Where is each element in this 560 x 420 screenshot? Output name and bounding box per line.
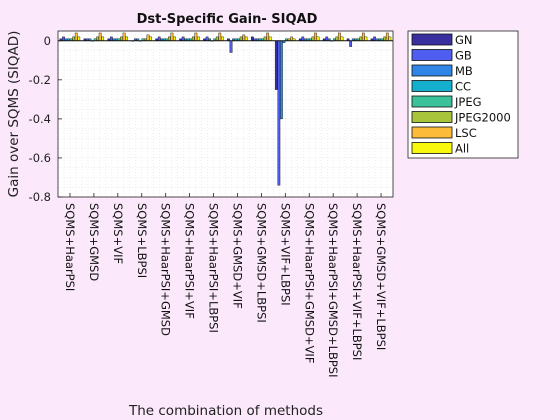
bar <box>74 32 78 41</box>
legend-swatch <box>411 111 453 123</box>
legend-label: LSC <box>455 126 477 140</box>
x-category-label: SQMS+LBPSI <box>135 203 149 278</box>
bar <box>277 40 281 186</box>
bar <box>364 36 368 41</box>
bar <box>359 36 363 41</box>
legend-label: GN <box>455 33 473 47</box>
bar <box>244 36 248 41</box>
x-category-label: SQMS+GMSD+LBPSI <box>254 203 268 323</box>
bar <box>109 36 113 41</box>
legend-label: CC <box>455 80 471 94</box>
legend-label: GB <box>455 49 472 63</box>
x-category-label: SQMS+HaarPSI+GMSD <box>159 203 173 336</box>
bar <box>335 36 339 41</box>
legend-label: JPEG <box>454 95 482 109</box>
x-category-label: SQMS+HaarPSI+GMSD+LBPSI <box>326 203 340 378</box>
bar <box>383 36 387 41</box>
bar <box>191 36 195 41</box>
bar <box>122 32 126 41</box>
bar <box>385 32 389 41</box>
x-category-label: SQMS+HaarPSI+GMSD+VIF <box>302 203 316 363</box>
bar <box>266 32 270 41</box>
bar <box>338 32 341 41</box>
bar <box>242 34 246 41</box>
bar <box>301 36 305 41</box>
x-category-label: SQMS+GMSD <box>87 203 101 281</box>
bar <box>218 32 222 41</box>
x-category-label: SQMS+GMSD+VIF+LBPSI <box>374 203 388 350</box>
bar <box>340 36 344 41</box>
bar <box>388 36 392 41</box>
bar <box>170 32 174 41</box>
y-tick-label: -0.2 <box>29 73 51 87</box>
bar <box>181 36 185 41</box>
legend-label: JPEG2000 <box>454 111 511 125</box>
legend-swatch <box>411 33 453 46</box>
legend-label: MB <box>455 64 473 78</box>
bar <box>361 32 365 41</box>
bar <box>101 36 105 41</box>
chart-title: Dst-Specific Gain- SIQAD <box>137 12 318 27</box>
bar <box>168 36 171 41</box>
legend-swatch <box>411 49 453 61</box>
bar <box>311 36 315 41</box>
legend-swatch <box>411 80 453 92</box>
bars <box>59 32 392 186</box>
bar <box>77 36 81 41</box>
y-ticks: 0 -0.2 -0.4 -0.6 -0.8 <box>29 34 62 204</box>
bar <box>316 36 320 41</box>
bar <box>149 36 152 41</box>
legend-swatch <box>411 126 453 139</box>
x-category-label: SQMS+VIF <box>111 203 125 264</box>
bar <box>274 40 278 90</box>
x-category-label: SQMS+HaarPSI+VIF+LBPSI <box>350 203 364 360</box>
bar <box>290 36 293 41</box>
bar <box>229 40 233 53</box>
plot-frame <box>57 30 394 198</box>
bar <box>268 36 272 41</box>
bar <box>194 32 198 41</box>
legend-label: All <box>455 142 469 156</box>
y-tick-label: 0 <box>44 34 51 48</box>
bar <box>220 36 224 41</box>
legend-swatch <box>411 142 453 154</box>
bar <box>98 32 102 41</box>
bar <box>251 36 254 41</box>
bar <box>62 36 65 41</box>
bar <box>215 36 219 41</box>
bar <box>157 36 161 41</box>
y-tick-label: -0.4 <box>29 112 51 126</box>
x-category-label: SQMS+GMSD+VIF <box>230 203 244 309</box>
bar <box>120 36 123 41</box>
bar <box>314 32 317 41</box>
x-category-label: SQMS+VIF+LBPSI <box>278 203 292 306</box>
bar <box>96 36 99 41</box>
bar <box>263 36 267 41</box>
y-tick-label: -0.6 <box>29 151 51 165</box>
bar <box>125 36 128 41</box>
y-axis-label: Gain over SQMS (SIQAD) <box>6 31 22 198</box>
x-category-label: SQMS+HaarPSI+VIF <box>183 203 197 319</box>
bar <box>197 36 200 41</box>
bar <box>72 36 76 41</box>
x-axis-label: The combination of methods <box>128 403 323 419</box>
bar <box>173 36 176 41</box>
legend-swatch <box>411 64 453 77</box>
bar <box>239 36 243 41</box>
x-categories: SQMS+HaarPSI SQMS+GMSD SQMS+VIF SQMS+LBPSI S… <box>63 193 388 378</box>
bar <box>280 40 283 120</box>
legend-swatch <box>411 95 453 108</box>
bar <box>146 34 150 41</box>
bar <box>325 36 329 41</box>
y-tick-label: -0.8 <box>29 190 51 204</box>
x-category-label: SQMS+HaarPSI <box>63 203 77 291</box>
bar <box>205 36 209 41</box>
x-category-label: SQMS+HaarPSI+LBPSI <box>207 203 221 333</box>
bar <box>349 40 353 47</box>
bar <box>373 36 376 41</box>
